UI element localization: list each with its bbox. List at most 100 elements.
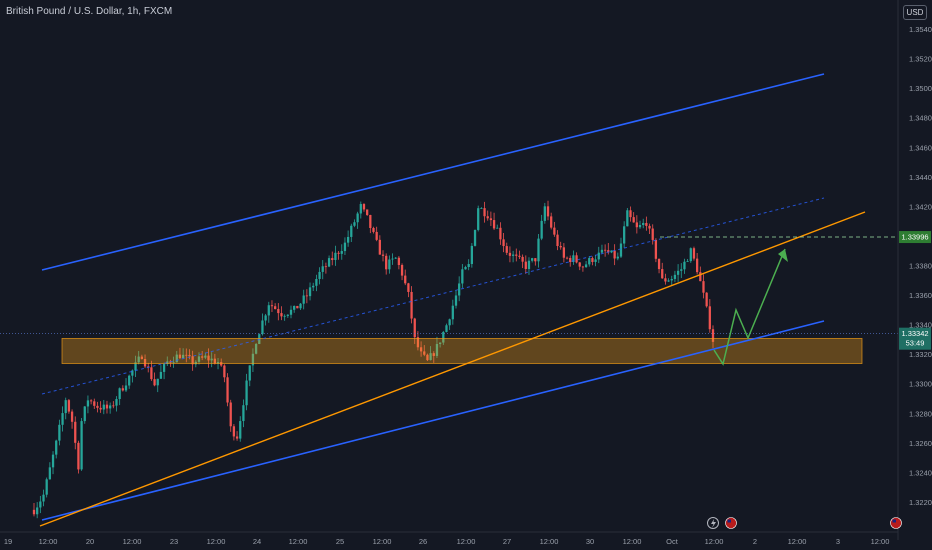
candle-bullish: [597, 252, 600, 260]
candle-bullish: [511, 254, 515, 256]
candle-bearish: [705, 292, 708, 307]
candle-bearish: [664, 278, 667, 282]
currency-badge[interactable]: USD: [903, 5, 927, 20]
trend-line: [39, 211, 866, 527]
candle-bearish: [381, 254, 385, 256]
current-price-text: 1.33342: [901, 329, 928, 338]
candle-bearish: [629, 210, 632, 218]
candle-bearish: [575, 255, 578, 263]
time-tick-label: 26: [419, 537, 427, 546]
candle-bearish: [607, 250, 610, 253]
candle-bullish: [327, 258, 331, 267]
candle-bullish: [109, 405, 112, 409]
candle-bearish: [140, 356, 144, 360]
time-tick-label: 12:00: [373, 537, 392, 546]
candle-bearish: [270, 305, 274, 307]
us-flag-icon[interactable]: [890, 517, 902, 529]
price-tick-label: 1.35200: [909, 55, 932, 64]
candle-bullish: [131, 370, 134, 376]
channel-upper-line: [41, 73, 825, 271]
candle-bullish: [588, 258, 591, 265]
candle-bullish: [689, 248, 692, 262]
candle-bullish: [61, 413, 64, 425]
candle-bullish: [289, 309, 293, 315]
candle-bullish: [619, 243, 623, 257]
candle-bullish: [181, 354, 185, 359]
channel-mid-line: [41, 197, 825, 395]
candle-bullish: [293, 305, 296, 310]
candle-bullish: [638, 224, 642, 228]
candle-bullish: [673, 274, 677, 279]
candle-bearish: [489, 218, 493, 221]
candle-bearish: [105, 404, 109, 409]
candle-bullish: [261, 320, 264, 335]
candle-bearish: [99, 407, 102, 410]
candle-bearish: [695, 258, 699, 273]
candle-bearish: [280, 313, 283, 317]
candle-bullish: [48, 467, 52, 480]
candle-bullish: [451, 305, 454, 320]
candle-bullish: [464, 267, 467, 270]
candle-bearish: [524, 261, 527, 269]
candle-bearish: [591, 258, 594, 262]
candle-bullish: [242, 405, 245, 422]
candle-bullish: [210, 358, 213, 361]
candle-bearish: [492, 220, 496, 229]
candle-bearish: [692, 248, 696, 259]
candle-bullish: [137, 356, 140, 363]
time-tick-label: 25: [336, 537, 344, 546]
candle-bullish: [175, 354, 178, 363]
candle-bearish: [366, 209, 369, 215]
candle-bullish: [216, 362, 220, 364]
candle-bullish: [194, 361, 197, 365]
time-tick-label: 12:00: [289, 537, 308, 546]
candle-bullish: [537, 238, 540, 262]
candle-bullish: [600, 249, 604, 253]
candle-bearish: [648, 225, 651, 229]
candle-bullish: [572, 255, 575, 262]
lightning-icon[interactable]: [707, 517, 719, 529]
candle-bullish: [115, 399, 118, 406]
candle-bullish: [346, 236, 350, 243]
price-tick-label: 1.32400: [909, 468, 932, 477]
candle-bearish: [207, 355, 210, 361]
price-tick-label: 1.34600: [909, 143, 932, 152]
candle-bearish: [661, 269, 664, 279]
candle-bearish: [632, 217, 635, 223]
candle-bearish: [213, 358, 216, 364]
candle-bullish: [642, 222, 645, 225]
candle-bullish: [388, 259, 391, 270]
candle-bearish: [331, 258, 334, 261]
projection-path: [713, 248, 786, 366]
candle-bullish: [124, 385, 128, 391]
time-tick-label: 12:00: [540, 537, 559, 546]
candle-bearish: [699, 272, 702, 282]
candle-bullish: [83, 406, 86, 422]
candle-bearish: [201, 356, 204, 358]
time-tick-label: 12:00: [207, 537, 226, 546]
candle-bullish: [584, 264, 588, 268]
candle-bearish: [143, 359, 147, 367]
candle-bearish: [121, 388, 124, 391]
time-tick-label: 30: [586, 537, 594, 546]
candle-bearish: [502, 239, 505, 247]
candle-bullish: [156, 378, 159, 386]
time-tick-label: 12:00: [457, 537, 476, 546]
candle-bearish: [185, 354, 188, 356]
candle-bullish: [166, 361, 169, 365]
candle-bearish: [305, 295, 309, 297]
candle-bullish: [480, 208, 483, 209]
candle-bullish: [45, 479, 48, 495]
time-tick-label: 24: [253, 537, 261, 546]
candle-bearish: [423, 351, 426, 355]
candle-bearish: [708, 306, 711, 330]
candle-bullish: [467, 263, 470, 268]
candle-bearish: [534, 258, 537, 262]
candle-bearish: [556, 234, 559, 247]
candle-bullish: [334, 252, 337, 261]
target-price-text: 1.33996: [901, 233, 928, 242]
candle-bearish: [232, 426, 236, 437]
us-flag-icon[interactable]: [725, 517, 737, 529]
price-tick-label: 1.33600: [909, 291, 932, 300]
